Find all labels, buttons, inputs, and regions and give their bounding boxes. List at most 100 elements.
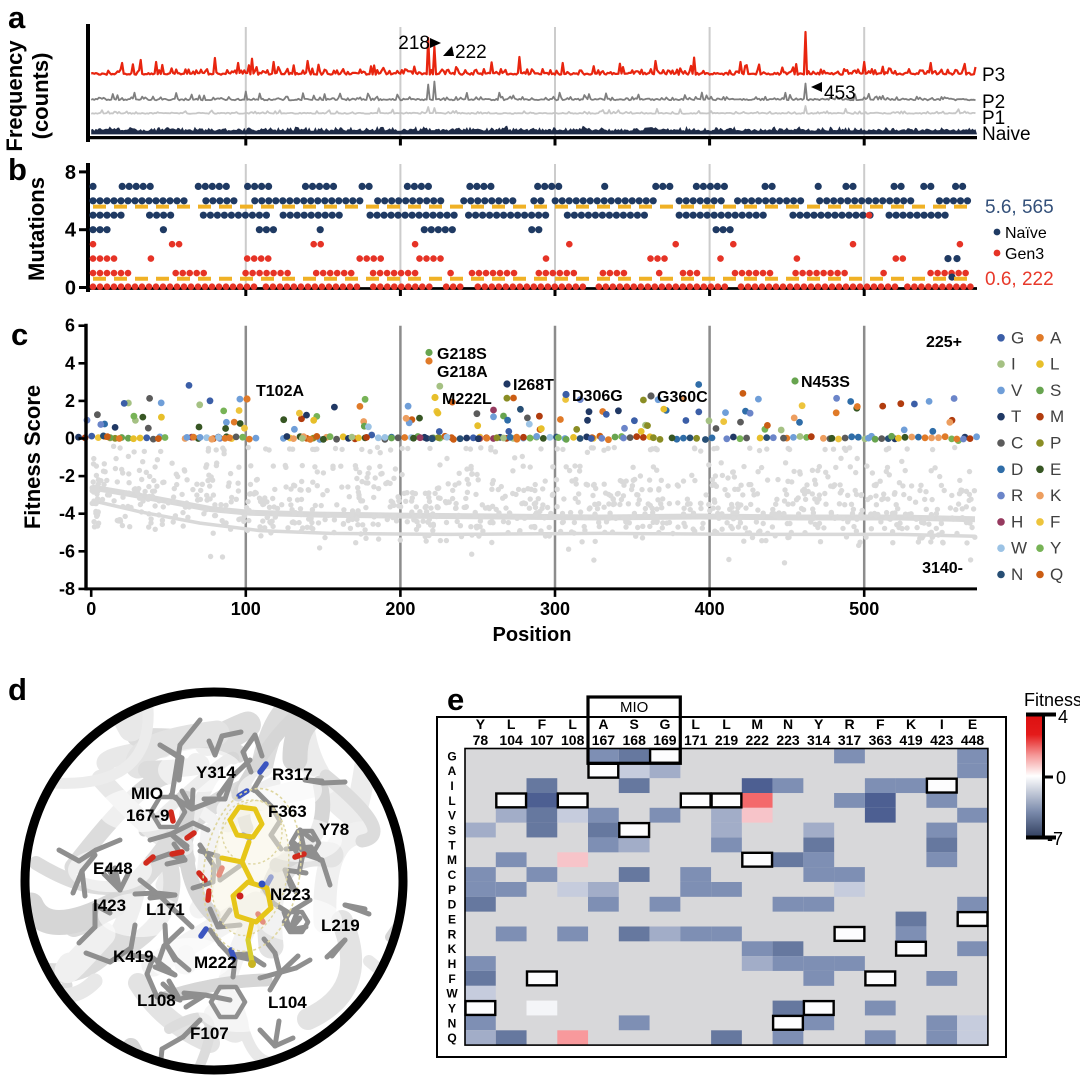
svg-text:I: I [1011,355,1016,374]
svg-text:F: F [876,716,885,732]
svg-text:169: 169 [653,732,677,748]
svg-text:448: 448 [961,732,985,748]
svg-text:F: F [448,972,455,986]
svg-text:314: 314 [807,732,831,748]
svg-text:400: 400 [695,599,725,619]
svg-text:C: C [448,868,457,882]
svg-text:M: M [447,853,457,867]
svg-text:K: K [448,942,457,956]
svg-text:M: M [751,716,763,732]
svg-text:-6: -6 [59,541,75,561]
svg-text:219: 219 [715,732,739,748]
svg-text:317: 317 [838,732,862,748]
svg-text:223: 223 [776,732,800,748]
svg-text:100: 100 [231,599,261,619]
svg-text:L104: L104 [268,993,307,1012]
svg-text:0: 0 [1056,768,1066,788]
svg-text:I268T: I268T [513,377,554,394]
svg-text:F107: F107 [190,1024,229,1043]
svg-text:78: 78 [473,732,489,748]
svg-text:S: S [448,824,456,838]
svg-text:Position: Position [493,624,572,646]
svg-text:Fitness: Fitness [1024,690,1080,710]
svg-text:P: P [448,883,456,897]
svg-text:4: 4 [1058,707,1068,727]
svg-text:I: I [940,716,944,732]
svg-text:MIO: MIO [131,784,163,803]
svg-text:168: 168 [623,732,647,748]
svg-text:300: 300 [540,599,570,619]
svg-text:K: K [906,716,916,732]
svg-text:L: L [691,716,700,732]
svg-text:I423: I423 [93,896,126,915]
svg-text:F: F [538,716,547,732]
svg-text:L: L [722,716,731,732]
svg-text:T: T [1011,407,1021,426]
svg-text:M: M [1050,407,1064,426]
svg-text:H: H [1011,512,1023,531]
svg-text:P2: P2 [982,92,1005,113]
svg-text:C: C [1011,434,1023,453]
svg-text:W: W [1011,539,1027,558]
svg-text:T102A: T102A [256,383,304,400]
svg-text:L171: L171 [146,900,185,919]
svg-text:L108: L108 [137,991,176,1010]
svg-text:-2: -2 [59,466,75,486]
svg-text:T: T [448,838,456,852]
svg-text:Y: Y [476,716,486,732]
svg-text:0: 0 [65,429,75,449]
svg-text:G: G [659,716,670,732]
svg-text:A: A [1050,328,1062,347]
svg-text:419: 419 [899,732,923,748]
svg-text:e: e [447,682,464,717]
svg-text:Naive: Naive [982,124,1031,145]
svg-text:Y314: Y314 [196,763,236,782]
svg-text:Naïve: Naïve [1005,225,1047,242]
svg-text:L: L [507,716,516,732]
svg-text:167-9: 167-9 [126,806,169,825]
svg-text:d: d [8,672,27,707]
svg-text:Fitness Score: Fitness Score [20,385,45,529]
svg-text:Q: Q [1050,565,1063,584]
svg-text:363: 363 [869,732,893,748]
svg-text:108: 108 [561,732,585,748]
svg-text:200: 200 [385,599,415,619]
svg-text:K: K [1050,486,1062,505]
svg-text:E: E [968,716,977,732]
svg-text:G: G [447,749,456,763]
svg-text:S: S [1050,381,1061,400]
svg-text:P: P [1050,434,1061,453]
svg-text:171: 171 [684,732,708,748]
svg-text:Y: Y [1050,539,1061,558]
svg-text:N: N [783,716,793,732]
svg-text:2: 2 [65,391,75,411]
svg-text:a: a [8,0,26,35]
svg-text:218: 218 [398,33,430,54]
svg-text:S: S [630,716,639,732]
svg-text:222: 222 [746,732,770,748]
svg-text:Mutations: Mutations [24,177,49,281]
svg-text:A: A [448,764,457,778]
svg-text:G218S: G218S [437,346,487,363]
svg-text:N: N [448,1016,457,1030]
svg-text:Frequency: Frequency [2,40,27,152]
svg-text:3140-: 3140- [922,560,963,577]
svg-text:423: 423 [930,732,954,748]
svg-text:G360C: G360C [657,389,708,406]
svg-text:Y: Y [448,1002,456,1016]
svg-text:L219: L219 [321,916,360,935]
svg-text:R: R [1011,486,1023,505]
svg-text:Y78: Y78 [319,820,349,839]
svg-text:K419: K419 [113,947,154,966]
svg-text:L: L [1050,355,1059,374]
svg-text:N453S: N453S [801,374,850,391]
svg-text:E: E [448,913,456,927]
svg-text:-7: -7 [1047,829,1063,849]
svg-text:225+: 225+ [926,334,962,351]
svg-text:500: 500 [849,599,879,619]
svg-text:(counts): (counts) [28,53,53,140]
svg-text:D: D [1011,460,1023,479]
svg-text:H: H [448,957,457,971]
svg-text:E: E [1050,460,1061,479]
svg-text:P1: P1 [982,108,1005,129]
